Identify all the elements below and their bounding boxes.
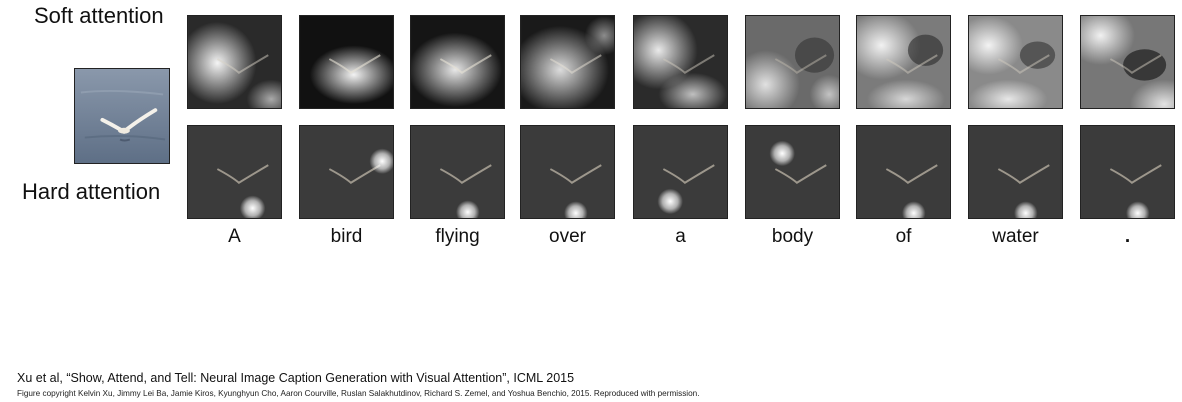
caption-word: water [992, 226, 1039, 247]
caption-word: bird [330, 226, 363, 247]
soft-attention-map-of [856, 15, 951, 109]
soft-attention-map-a [633, 15, 728, 109]
soft-attention-map-water [968, 15, 1063, 109]
hard-attention-map-bird [299, 125, 394, 219]
caption-word: flying [435, 226, 480, 247]
hard-attention-map-water [968, 125, 1063, 219]
caption-word: . [1124, 226, 1131, 247]
caption-word: of [895, 226, 912, 247]
caption-word: over [549, 226, 586, 247]
caption-word: A [228, 226, 241, 247]
hard-attention-map-period [1080, 125, 1175, 219]
soft-attention-map-body [745, 15, 840, 109]
hard-attention-map-over [520, 125, 615, 219]
caption-word: a [675, 226, 686, 247]
soft-attention-map-A [187, 15, 282, 109]
soft-attention-map-flying [410, 15, 505, 109]
citation-text: Xu et al, “Show, Attend, and Tell: Neura… [17, 371, 575, 385]
hard-attention-map-a [633, 125, 728, 219]
soft-attention-map-period [1080, 15, 1175, 109]
hard-attention-map-body [745, 125, 840, 219]
soft-attention-map-bird [299, 15, 394, 109]
soft-attention-label: Soft attention [34, 3, 164, 28]
copyright-text: Figure copyright Kelvin Xu, Jimmy Lei Ba… [17, 389, 700, 398]
hard-attention-map-of [856, 125, 951, 219]
hard-attention-map-flying [410, 125, 505, 219]
soft-attention-map-over [520, 15, 615, 109]
hard-attention-label: Hard attention [22, 179, 161, 204]
hard-attention-map-A [187, 125, 282, 219]
source-image-bird-over-water [74, 68, 170, 164]
caption-word: body [771, 226, 814, 247]
